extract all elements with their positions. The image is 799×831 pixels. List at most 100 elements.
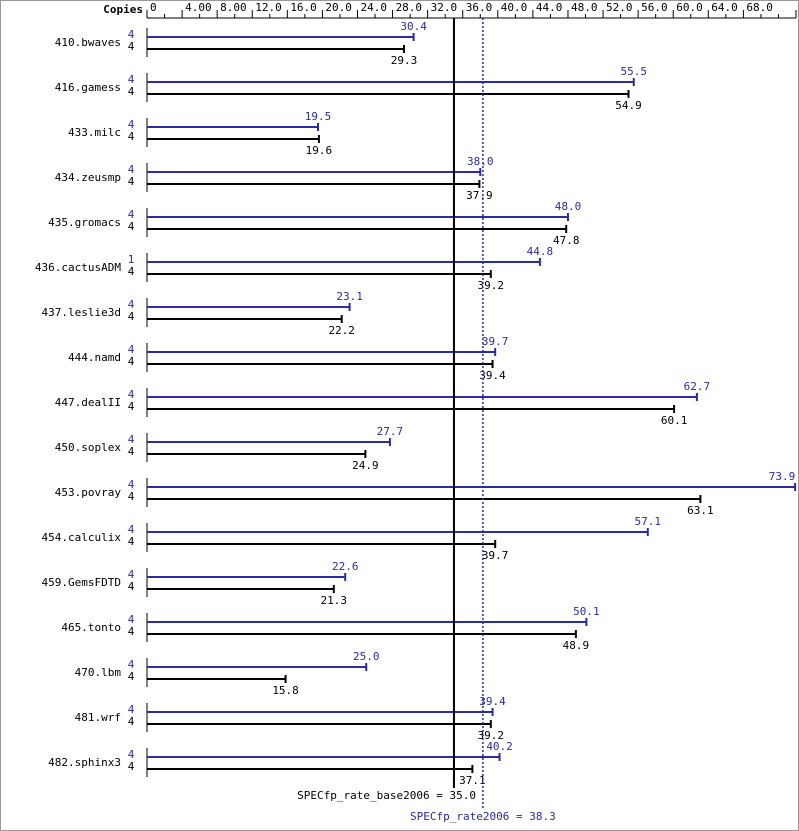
copies-label: 4 bbox=[128, 355, 135, 368]
copies-label: 4 bbox=[128, 85, 135, 98]
x-tick-label: 12.0 bbox=[255, 1, 281, 14]
x-tick-label: 52.0 bbox=[606, 1, 633, 14]
value-label: 73.9 bbox=[769, 470, 796, 483]
copies-label: 4 bbox=[128, 535, 135, 548]
value-label: 39.7 bbox=[482, 335, 509, 348]
copies-label: 4 bbox=[128, 130, 135, 143]
benchmark-label: 459.GemsFDTD bbox=[42, 576, 121, 589]
x-tick-label: 44.0 bbox=[536, 1, 563, 14]
value-label: 27.7 bbox=[377, 425, 404, 438]
value-label: 48.0 bbox=[555, 200, 582, 213]
value-label: 25.0 bbox=[353, 650, 380, 663]
x-tick-label: 68.0 bbox=[746, 1, 773, 14]
value-label: 50.1 bbox=[573, 605, 600, 618]
value-label: 47.8 bbox=[553, 234, 580, 247]
x-tick-label: 56.0 bbox=[641, 1, 668, 14]
value-label: 63.1 bbox=[687, 504, 714, 517]
value-label: 39.2 bbox=[478, 279, 505, 292]
copies-label: 4 bbox=[128, 703, 135, 716]
benchmark-label: 435.gromacs bbox=[48, 216, 121, 229]
copies-label: 4 bbox=[128, 175, 135, 188]
copies-label: 4 bbox=[128, 478, 135, 491]
copies-label: 4 bbox=[128, 568, 135, 581]
copies-label: 4 bbox=[128, 73, 135, 86]
value-label: 48.9 bbox=[563, 639, 590, 652]
value-label: 23.1 bbox=[336, 290, 363, 303]
value-label: 29.3 bbox=[391, 54, 418, 67]
x-tick-label: 8.00 bbox=[220, 1, 247, 14]
benchmark-label: 434.zeusmp bbox=[55, 171, 121, 184]
axis-title: Copies bbox=[103, 3, 143, 16]
copies-label: 4 bbox=[128, 658, 135, 671]
x-tick-label: 4.00 bbox=[185, 1, 212, 14]
value-label: 30.4 bbox=[400, 20, 427, 33]
copies-label: 1 bbox=[128, 253, 135, 266]
x-tick-label: 40.0 bbox=[501, 1, 527, 14]
benchmark-label: 447.dealII bbox=[55, 396, 121, 409]
value-label: 19.5 bbox=[305, 110, 332, 123]
benchmark-label: 470.lbm bbox=[75, 666, 122, 679]
reference-label: SPECfp_rate2006 = 38.3 bbox=[410, 810, 556, 823]
value-label: 60.1 bbox=[661, 414, 688, 427]
benchmark-label: 450.soplex bbox=[55, 441, 122, 454]
copies-label: 4 bbox=[128, 433, 135, 446]
copies-label: 4 bbox=[128, 265, 135, 278]
value-label: 39.2 bbox=[478, 729, 505, 742]
copies-label: 4 bbox=[128, 40, 135, 53]
copies-label: 4 bbox=[128, 613, 135, 626]
copies-label: 4 bbox=[128, 298, 135, 311]
copies-label: 4 bbox=[128, 760, 135, 773]
value-label: 39.7 bbox=[482, 549, 509, 562]
copies-label: 4 bbox=[128, 490, 135, 503]
x-tick-label: 20.0 bbox=[325, 1, 352, 14]
copies-label: 4 bbox=[128, 400, 135, 413]
copies-label: 4 bbox=[128, 580, 135, 593]
value-label: 19.6 bbox=[306, 144, 333, 157]
x-tick-label: 28.0 bbox=[396, 1, 423, 14]
copies-label: 4 bbox=[128, 523, 135, 536]
copies-label: 4 bbox=[128, 28, 135, 41]
value-label: 44.8 bbox=[527, 245, 554, 258]
benchmark-label: 437.leslie3d bbox=[42, 306, 121, 319]
benchmark-label: 481.wrf bbox=[75, 711, 121, 724]
copies-label: 4 bbox=[128, 388, 135, 401]
reference-label: SPECfp_rate_base2006 = 35.0 bbox=[297, 789, 476, 802]
x-tick-label: 60.0 bbox=[676, 1, 703, 14]
benchmark-label: 410.bwaves bbox=[55, 36, 121, 49]
copies-label: 4 bbox=[128, 748, 135, 761]
benchmark-label: 454.calculix bbox=[42, 531, 122, 544]
value-label: 40.2 bbox=[486, 740, 513, 753]
copies-label: 4 bbox=[128, 343, 135, 356]
x-tick-label: 48.0 bbox=[571, 1, 598, 14]
x-tick-label: 0 bbox=[150, 1, 157, 14]
benchmark-label: 433.milc bbox=[68, 126, 121, 139]
value-label: 57.1 bbox=[635, 515, 662, 528]
copies-label: 4 bbox=[128, 715, 135, 728]
copies-label: 4 bbox=[128, 118, 135, 131]
benchmark-label: 453.povray bbox=[55, 486, 122, 499]
copies-label: 4 bbox=[128, 163, 135, 176]
value-label: 24.9 bbox=[352, 459, 379, 472]
copies-label: 4 bbox=[128, 208, 135, 221]
value-label: 39.4 bbox=[479, 369, 506, 382]
x-tick-label: 32.0 bbox=[431, 1, 458, 14]
x-tick-label: 36.0 bbox=[466, 1, 493, 14]
copies-label: 4 bbox=[128, 625, 135, 638]
copies-label: 4 bbox=[128, 310, 135, 323]
value-label: 22.6 bbox=[332, 560, 359, 573]
value-label: 54.9 bbox=[615, 99, 642, 112]
benchmark-label: 465.tonto bbox=[61, 621, 121, 634]
value-label: 37.1 bbox=[459, 774, 486, 787]
value-label: 22.2 bbox=[328, 324, 355, 337]
value-label: 38.0 bbox=[467, 155, 494, 168]
value-label: 21.3 bbox=[321, 594, 348, 607]
copies-label: 4 bbox=[128, 220, 135, 233]
x-tick-label: 16.0 bbox=[290, 1, 317, 14]
value-label: 37.9 bbox=[466, 189, 493, 202]
x-tick-label: 24.0 bbox=[360, 1, 387, 14]
value-label: 55.5 bbox=[621, 65, 648, 78]
value-label: 39.4 bbox=[479, 695, 506, 708]
benchmark-label: 416.gamess bbox=[55, 81, 121, 94]
